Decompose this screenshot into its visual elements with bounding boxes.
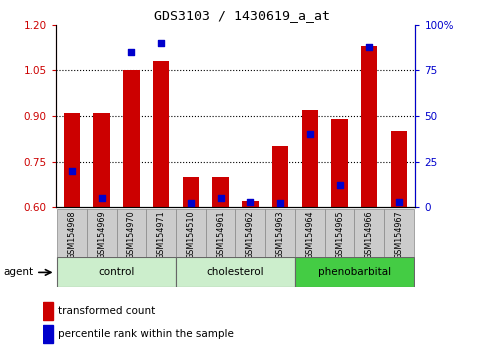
Text: GSM154967: GSM154967 (395, 211, 403, 259)
Bar (153, 61, 170, 207)
Bar (242, 201, 258, 207)
Point (306, 131, 313, 137)
Bar (213, 177, 229, 207)
Text: GSM154510: GSM154510 (186, 211, 195, 259)
Bar (361, 46, 377, 207)
Bar (57, 209, 87, 257)
Bar (325, 209, 355, 257)
Bar (301, 110, 318, 207)
Point (246, 199, 254, 205)
Text: GSM154970: GSM154970 (127, 211, 136, 259)
Bar (355, 209, 384, 257)
Text: GSM154962: GSM154962 (246, 211, 255, 259)
Bar (116, 209, 146, 257)
Bar (123, 70, 140, 207)
Bar (183, 177, 199, 207)
Text: agent: agent (4, 267, 34, 277)
Text: phenobarbital: phenobarbital (318, 267, 391, 277)
Bar (206, 209, 236, 257)
Point (98, 195, 105, 201)
Bar (384, 209, 414, 257)
Bar (176, 257, 295, 287)
Bar (94, 113, 110, 207)
Text: percentile rank within the sample: percentile rank within the sample (58, 329, 234, 339)
Text: control: control (99, 267, 135, 277)
Bar (295, 257, 414, 287)
Bar (87, 209, 116, 257)
Bar (331, 119, 348, 207)
Text: GSM154971: GSM154971 (156, 211, 166, 259)
Bar (295, 209, 325, 257)
Text: GSM154963: GSM154963 (276, 211, 284, 259)
Bar (146, 209, 176, 257)
Bar (176, 209, 206, 257)
Text: GSM154965: GSM154965 (335, 211, 344, 259)
Point (217, 195, 225, 201)
Text: GSM154969: GSM154969 (97, 211, 106, 259)
Bar (43, 302, 53, 320)
Text: cholesterol: cholesterol (207, 267, 264, 277)
Bar (43, 325, 53, 343)
Point (276, 201, 284, 206)
Text: transformed count: transformed count (58, 306, 155, 316)
Bar (64, 113, 80, 207)
Point (68, 168, 76, 173)
Text: GSM154961: GSM154961 (216, 211, 225, 259)
Point (395, 199, 403, 205)
Point (187, 201, 195, 206)
Bar (272, 146, 288, 207)
Bar (236, 209, 265, 257)
Bar (265, 209, 295, 257)
Bar (57, 257, 176, 287)
Point (366, 44, 373, 50)
Point (336, 182, 343, 188)
Text: GSM154966: GSM154966 (365, 211, 374, 259)
Text: GSM154964: GSM154964 (305, 211, 314, 259)
Point (128, 49, 135, 55)
Point (157, 40, 165, 46)
Text: GSM154968: GSM154968 (68, 211, 76, 259)
Text: GDS3103 / 1430619_a_at: GDS3103 / 1430619_a_at (154, 9, 329, 22)
Bar (391, 131, 407, 207)
